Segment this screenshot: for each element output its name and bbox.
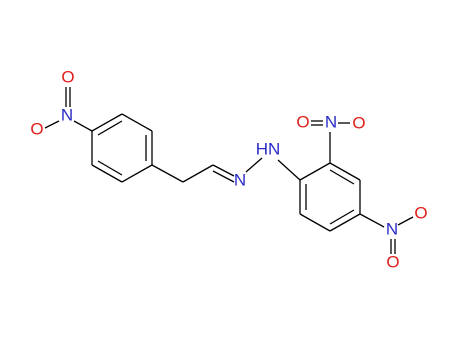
bond — [397, 216, 414, 226]
atom-label: N — [234, 170, 246, 189]
atom-label: O — [386, 252, 399, 271]
bond — [245, 157, 263, 173]
atom-label: N — [61, 105, 73, 124]
atom-label: O — [296, 112, 309, 131]
bond — [91, 113, 123, 132]
bond — [212, 164, 235, 177]
atom-label: O — [352, 113, 365, 132]
bond — [329, 162, 361, 181]
bond — [359, 213, 385, 228]
bond — [182, 164, 214, 183]
bond — [97, 160, 123, 176]
bond — [121, 113, 153, 132]
bond — [121, 164, 153, 183]
atom-label: N — [325, 112, 337, 131]
atom-label: O — [30, 119, 43, 138]
bond — [91, 164, 123, 183]
bond — [151, 164, 184, 183]
bond — [329, 209, 355, 225]
bond — [97, 120, 123, 136]
bond — [299, 162, 331, 181]
bond — [329, 169, 355, 185]
bond — [277, 159, 301, 181]
bond — [44, 120, 60, 129]
bond — [299, 213, 331, 232]
atom-label: N — [386, 219, 398, 238]
bond — [212, 170, 235, 183]
bond — [329, 213, 361, 232]
bond — [73, 120, 93, 132]
atom-label: O — [61, 67, 74, 86]
atom-label: HN — [256, 139, 281, 158]
atom-label: O — [414, 203, 427, 222]
bonds — [44, 87, 414, 254]
